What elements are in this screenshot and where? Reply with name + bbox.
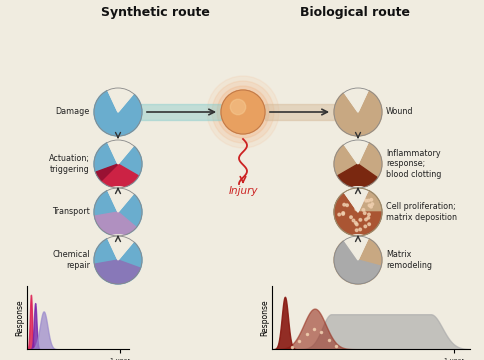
Circle shape [367, 213, 369, 216]
Circle shape [337, 213, 340, 216]
Text: Inflammatory
response;
blood clotting: Inflammatory response; blood clotting [385, 149, 440, 179]
Circle shape [366, 216, 369, 219]
Wedge shape [107, 87, 134, 112]
Circle shape [362, 208, 364, 211]
Circle shape [345, 204, 348, 207]
Text: Biological route: Biological route [300, 6, 409, 19]
Circle shape [341, 213, 344, 215]
Circle shape [342, 203, 345, 206]
Wedge shape [343, 187, 368, 212]
Wedge shape [107, 87, 134, 112]
Circle shape [94, 88, 142, 136]
Circle shape [362, 198, 364, 201]
Circle shape [349, 216, 351, 219]
Circle shape [367, 204, 370, 207]
Circle shape [94, 236, 142, 284]
Text: Damage: Damage [56, 108, 90, 117]
Wedge shape [343, 187, 368, 212]
Circle shape [212, 81, 273, 143]
Wedge shape [100, 164, 138, 188]
Wedge shape [95, 212, 136, 235]
Wedge shape [343, 235, 368, 260]
Wedge shape [107, 235, 134, 260]
Text: Actuation;
triggering: Actuation; triggering [49, 154, 90, 174]
Text: Synthetic route: Synthetic route [100, 6, 209, 19]
Circle shape [354, 208, 357, 211]
Circle shape [358, 219, 361, 221]
Circle shape [94, 140, 142, 188]
Wedge shape [343, 139, 368, 164]
Wedge shape [343, 187, 368, 212]
Circle shape [370, 203, 373, 206]
Circle shape [355, 229, 357, 231]
Circle shape [216, 86, 269, 138]
Circle shape [207, 76, 278, 148]
Circle shape [359, 200, 361, 203]
Wedge shape [107, 187, 134, 212]
Circle shape [369, 198, 372, 201]
Wedge shape [96, 164, 118, 181]
Circle shape [358, 228, 361, 231]
Circle shape [366, 199, 369, 202]
Circle shape [364, 218, 366, 221]
Wedge shape [107, 139, 134, 164]
Y-axis label: Response: Response [15, 300, 24, 336]
Circle shape [333, 236, 381, 284]
Circle shape [230, 99, 245, 115]
Circle shape [221, 90, 264, 134]
Text: Transport: Transport [52, 207, 90, 216]
Wedge shape [107, 235, 134, 260]
Wedge shape [107, 139, 134, 164]
Circle shape [351, 219, 354, 222]
Wedge shape [343, 87, 368, 112]
Circle shape [351, 194, 353, 196]
Circle shape [364, 199, 367, 202]
Circle shape [354, 222, 356, 224]
Wedge shape [343, 139, 368, 164]
Bar [118, 104, 221, 120]
Circle shape [363, 212, 365, 215]
Circle shape [363, 225, 366, 228]
Circle shape [369, 206, 372, 208]
Wedge shape [107, 187, 134, 212]
Text: Cell proliferation;
matrix deposition: Cell proliferation; matrix deposition [385, 202, 456, 222]
Circle shape [333, 140, 381, 188]
Wedge shape [334, 189, 381, 235]
Text: Wound: Wound [385, 108, 413, 117]
Circle shape [367, 223, 370, 225]
Wedge shape [95, 260, 140, 283]
Text: Matrix
remodeling: Matrix remodeling [385, 250, 431, 270]
Circle shape [355, 223, 357, 226]
Circle shape [333, 88, 381, 136]
Y-axis label: Response: Response [259, 300, 268, 336]
Wedge shape [337, 164, 377, 188]
Text: Chemical
repair: Chemical repair [52, 250, 90, 270]
Circle shape [333, 188, 381, 236]
Wedge shape [343, 235, 368, 260]
Wedge shape [334, 241, 380, 283]
Text: Injury: Injury [228, 186, 257, 196]
Wedge shape [343, 87, 368, 112]
Circle shape [94, 188, 142, 236]
Circle shape [353, 197, 356, 200]
Circle shape [341, 212, 344, 214]
Bar [264, 104, 357, 120]
